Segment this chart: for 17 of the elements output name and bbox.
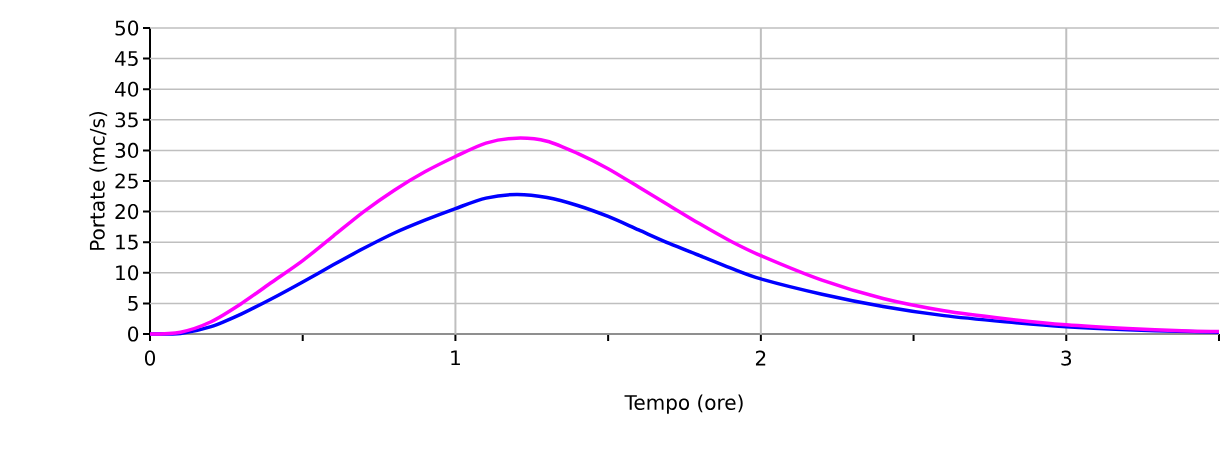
y-tick-label: 20	[115, 204, 139, 220]
y-tick-label: 10	[116, 265, 139, 281]
y-tick-label: 50	[115, 20, 139, 36]
y-tick-label: 15	[116, 234, 138, 250]
x-tick-label: 1	[451, 350, 460, 366]
x-tick-label: 2	[755, 350, 766, 366]
y-tick-label: 35	[115, 112, 138, 128]
x-axis-title: Tempo (ore)	[624, 394, 743, 414]
y-tick-label: 0	[128, 326, 139, 342]
y-tick-label: 25	[115, 173, 138, 189]
y-tick-label: 5	[128, 295, 138, 311]
x-tick-label: 3	[1061, 350, 1072, 366]
x-tick-label: 0	[144, 350, 156, 366]
y-tick-label: 30	[115, 142, 139, 158]
y-tick-label: 40	[115, 81, 139, 97]
y-axis-title: Portate (mc/s)	[89, 111, 108, 250]
y-tick-label: 45	[115, 51, 138, 67]
